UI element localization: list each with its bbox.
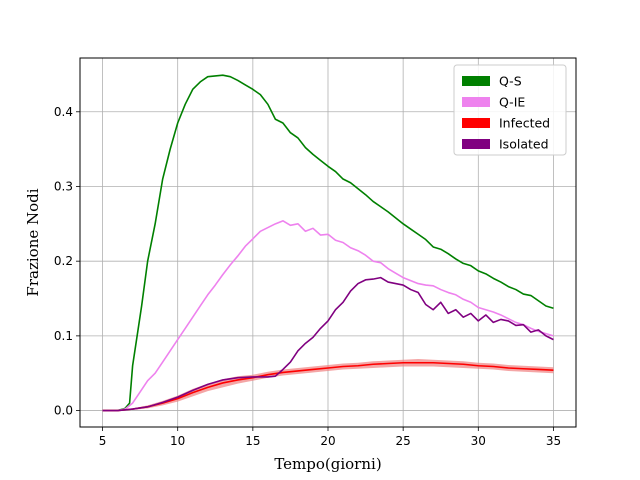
x-tick-label: 30 xyxy=(471,434,486,448)
isolated-line xyxy=(102,276,554,412)
series-lines xyxy=(102,74,554,412)
legend-label-infected: Infected xyxy=(499,116,550,131)
x-tick-label: 15 xyxy=(245,434,260,448)
x-tick-label: 35 xyxy=(546,434,561,448)
axis-ticks: 5 10 15 20 25 30 35 0.0 0.1 0.2 0.3 0.4 xyxy=(54,105,561,448)
x-tick-label: 5 xyxy=(99,434,107,448)
y-tick-label: 0.3 xyxy=(54,179,73,193)
infected-line xyxy=(102,361,554,412)
legend-swatch-infected xyxy=(462,118,490,128)
grid xyxy=(80,58,576,427)
q-s-line xyxy=(102,74,554,412)
y-tick-label: 0.1 xyxy=(54,329,73,343)
infected-band xyxy=(102,359,554,411)
legend: Q-S Q-IE Infected Isolated xyxy=(453,64,567,156)
legend-box xyxy=(453,64,567,156)
x-tick-label: 10 xyxy=(170,434,185,448)
legend-label-isolated: Isolated xyxy=(499,137,549,152)
legend-label-q-ie: Q-IE xyxy=(499,95,525,110)
x-axis-label: Tempo(giorni) xyxy=(274,455,381,473)
q-ie-line xyxy=(102,220,554,412)
legend-label-q-s: Q-S xyxy=(499,74,522,89)
legend-swatch-isolated xyxy=(462,139,490,149)
x-tick-label: 25 xyxy=(396,434,411,448)
legend-swatch-q-ie xyxy=(462,97,490,107)
y-axis-label: Frazione Nodi xyxy=(24,188,42,296)
y-tick-label: 0.4 xyxy=(54,105,73,119)
confidence-bands xyxy=(102,359,554,411)
x-tick-label: 20 xyxy=(320,434,335,448)
legend-swatch-q-s xyxy=(462,76,490,86)
y-tick-label: 0.0 xyxy=(54,404,73,418)
y-tick-label: 0.2 xyxy=(54,254,73,268)
